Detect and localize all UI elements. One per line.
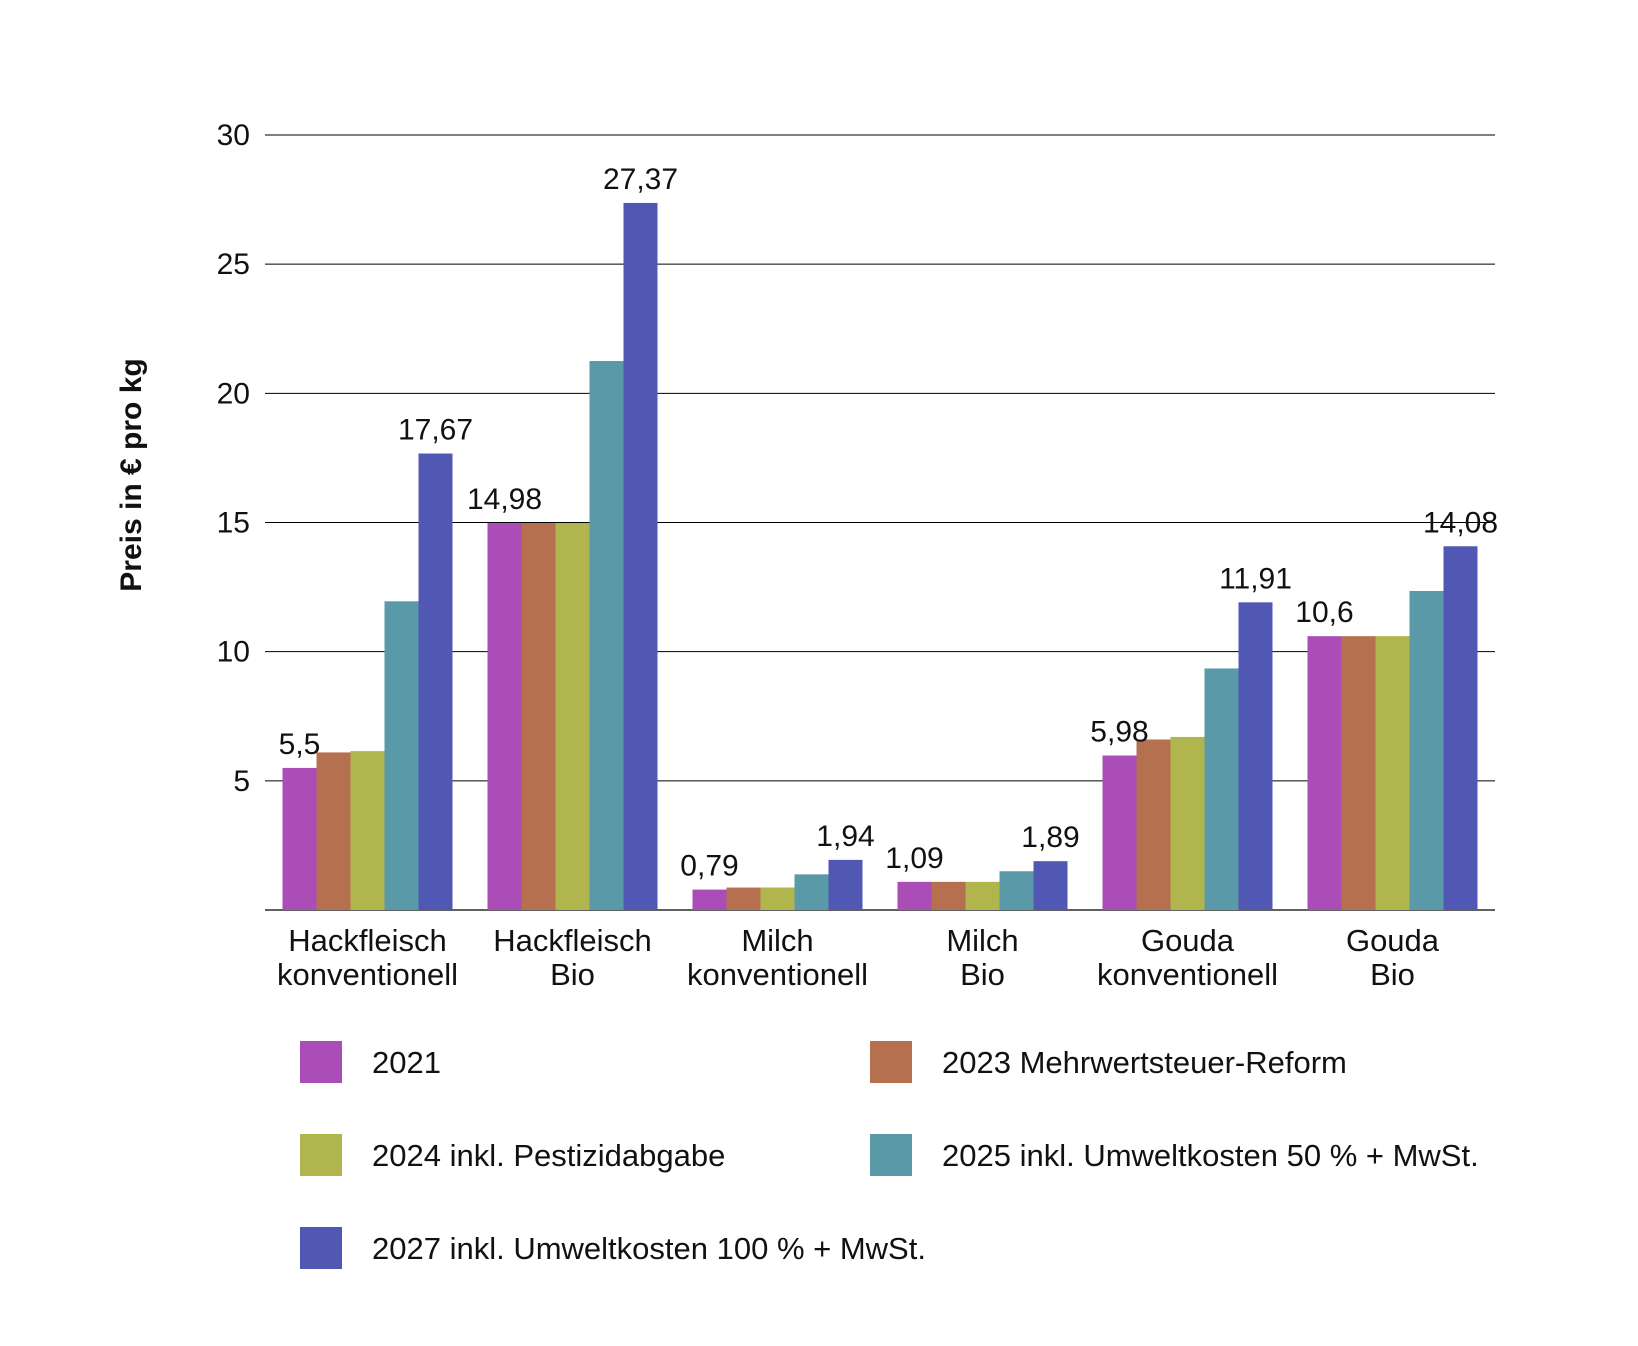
legend-item: 2027 inkl. Umweltkosten 100 % + MwSt.	[300, 1227, 926, 1269]
bar	[1409, 590, 1444, 910]
legend-swatch	[870, 1041, 912, 1083]
x-category-label: Bio	[550, 957, 595, 992]
y-axis-ticks: 5 10 15 20 25 30	[217, 119, 250, 798]
data-label: 27,37	[603, 163, 678, 196]
data-label: 0,79	[680, 850, 738, 883]
bar	[726, 887, 761, 910]
bar	[1238, 602, 1273, 910]
bar	[589, 361, 624, 911]
x-category-label: Bio	[960, 957, 1005, 992]
data-label: 5,98	[1090, 716, 1148, 749]
legend-label: 2021	[372, 1045, 441, 1080]
bar	[1307, 636, 1342, 910]
bar	[1033, 861, 1068, 910]
y-tick-label: 5	[233, 765, 250, 798]
bar	[965, 881, 1000, 910]
bar	[350, 751, 385, 910]
bar	[316, 752, 351, 910]
bar	[1102, 755, 1137, 910]
y-axis-title: Preis in € pro kg	[115, 358, 148, 591]
legend-label: 2025 inkl. Umweltkosten 50 % + MwSt.	[942, 1138, 1479, 1173]
legend-item: 2025 inkl. Umweltkosten 50 % + MwSt.	[870, 1134, 1479, 1176]
data-label: 5,5	[279, 728, 321, 761]
bar	[1170, 736, 1205, 910]
x-category-label: konventionell	[687, 957, 868, 992]
x-category-label: Milch	[741, 923, 813, 958]
legend-swatch	[300, 1227, 342, 1269]
data-label: 1,89	[1021, 821, 1079, 854]
y-tick-label: 20	[217, 377, 250, 410]
x-axis-categories: HackfleischkonventionellHackfleischBioMi…	[277, 923, 1440, 992]
bar	[623, 202, 658, 911]
bar	[1375, 636, 1410, 910]
bar	[1136, 739, 1171, 910]
legend-item: 2024 inkl. Pestizidabgabe	[300, 1134, 725, 1176]
bar	[828, 859, 863, 910]
data-label: 1,94	[816, 820, 874, 853]
bars	[282, 202, 1478, 911]
legend-swatch	[870, 1134, 912, 1176]
data-label: 14,98	[467, 483, 542, 516]
legend-swatch	[300, 1041, 342, 1083]
x-category-label: Bio	[1370, 957, 1415, 992]
x-category-label: Milch	[946, 923, 1018, 958]
y-tick-label: 10	[217, 636, 250, 669]
data-label: 10,6	[1295, 596, 1353, 629]
y-tick-label: 15	[217, 507, 250, 540]
grid-lines	[265, 134, 1495, 911]
legend: 2021 2023 Mehrwertsteuer-Reform 2024 inkl.…	[300, 1041, 1479, 1269]
bar	[282, 767, 317, 910]
bar	[1204, 668, 1239, 910]
legend-label: 2027 inkl. Umweltkosten 100 % + MwSt.	[372, 1231, 926, 1266]
bar	[931, 881, 966, 910]
bar	[1341, 636, 1376, 910]
bar	[999, 871, 1034, 910]
x-category-label: Hackfleisch	[493, 923, 652, 958]
legend-item: 2021	[300, 1041, 441, 1083]
x-category-label: konventionell	[277, 957, 458, 992]
x-category-label: Hackfleisch	[288, 923, 447, 958]
legend-label: 2023 Mehrwertsteuer-Reform	[942, 1045, 1347, 1080]
bar	[555, 523, 590, 910]
x-category-label: Gouda	[1346, 923, 1440, 958]
legend-item: 2023 Mehrwertsteuer-Reform	[870, 1041, 1347, 1083]
data-label: 1,09	[885, 842, 943, 875]
bar	[384, 601, 419, 910]
legend-swatch	[300, 1134, 342, 1176]
y-tick-label: 25	[217, 248, 250, 281]
data-label: 17,67	[398, 414, 473, 447]
data-labels: 5,5 17,67 14,98 27,37 0,79 1,94 1,09 1,89 5,98 11…	[279, 163, 1498, 883]
bar	[521, 523, 556, 910]
legend-label: 2024 inkl. Pestizidabgabe	[372, 1138, 725, 1173]
data-label: 11,91	[1219, 562, 1292, 595]
bar	[1443, 546, 1478, 910]
bar	[897, 881, 932, 910]
x-category-label: konventionell	[1097, 957, 1278, 992]
bar	[487, 523, 522, 910]
bar	[794, 874, 829, 910]
data-label: 14,08	[1423, 506, 1498, 539]
x-category-label: Gouda	[1141, 923, 1235, 958]
bar	[418, 453, 453, 910]
y-tick-label: 30	[217, 119, 250, 152]
bar	[692, 889, 727, 910]
bar	[760, 887, 795, 910]
